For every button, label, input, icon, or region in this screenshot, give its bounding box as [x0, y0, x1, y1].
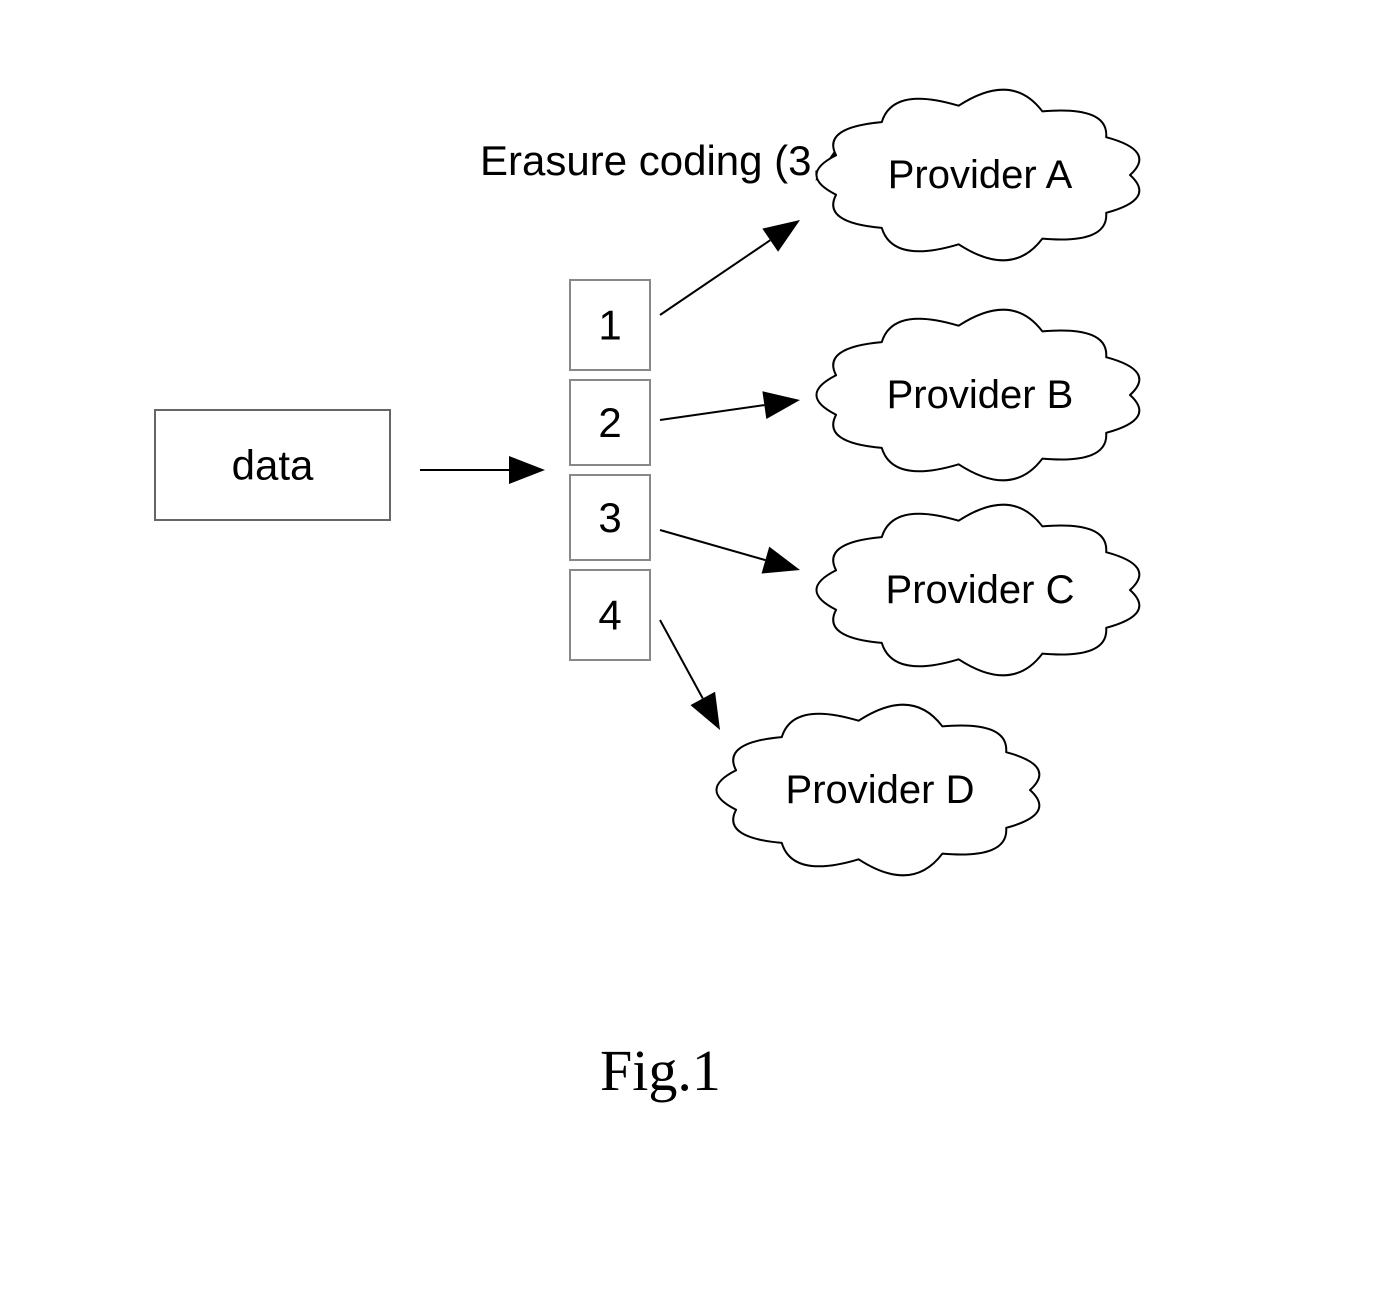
cloud-label: Provider D [786, 768, 975, 812]
diagram-title: Erasure coding (3,4) [480, 137, 861, 184]
arrow [660, 530, 800, 574]
cloud-label: Provider B [887, 373, 1074, 417]
figure-caption: Fig.1 [600, 1038, 721, 1103]
block-label: 1 [598, 302, 621, 349]
arrow [420, 456, 545, 484]
block-label: 3 [598, 494, 621, 541]
cloud-provider: Provider B [816, 310, 1139, 481]
block-2: 2 [570, 380, 650, 465]
cloud-provider: Provider D [716, 705, 1039, 876]
block-label: 4 [598, 592, 621, 639]
data-box-label: data [232, 442, 314, 489]
cloud-label: Provider C [886, 568, 1075, 612]
block-3: 3 [570, 475, 650, 560]
data-box: data [155, 410, 390, 520]
block-1: 1 [570, 280, 650, 370]
cloud-provider: Provider A [816, 90, 1139, 261]
block-4: 4 [570, 570, 650, 660]
arrow [660, 620, 720, 730]
block-label: 2 [598, 399, 621, 446]
cloud-label: Provider A [888, 153, 1073, 197]
arrow [660, 220, 800, 315]
cloud-provider: Provider C [816, 505, 1139, 676]
diagram-canvas: Erasure coding (3,4) data 1 2 3 4 Provider A Pr… [0, 0, 1393, 1311]
arrow [660, 391, 800, 420]
